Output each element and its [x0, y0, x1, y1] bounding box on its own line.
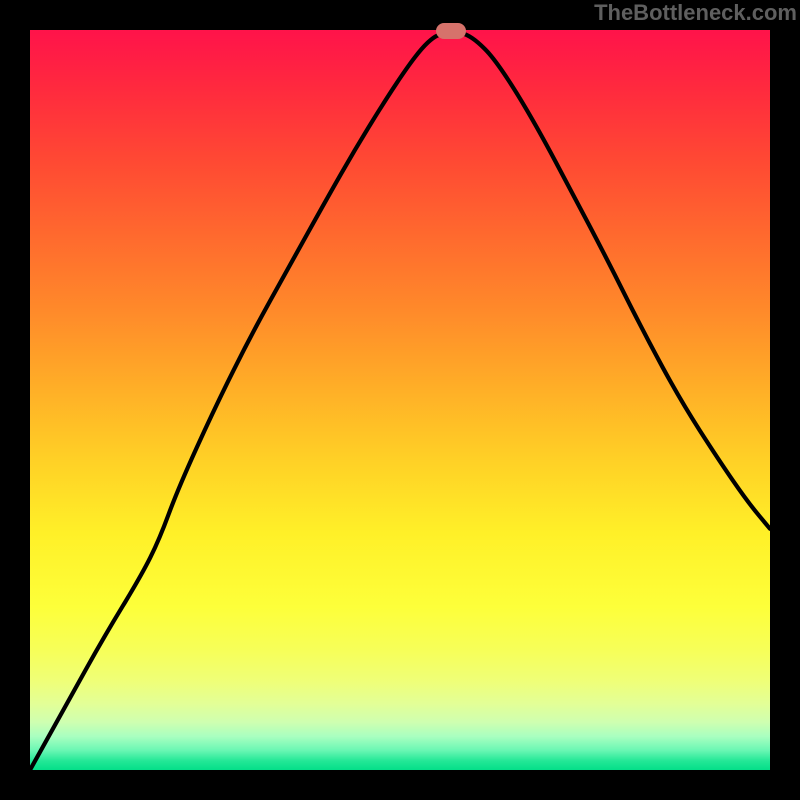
watermark-label: TheBottleneck.com: [594, 0, 797, 26]
minimum-marker: [436, 23, 466, 39]
gradient-background: [30, 30, 770, 770]
chart-area: [30, 30, 770, 770]
